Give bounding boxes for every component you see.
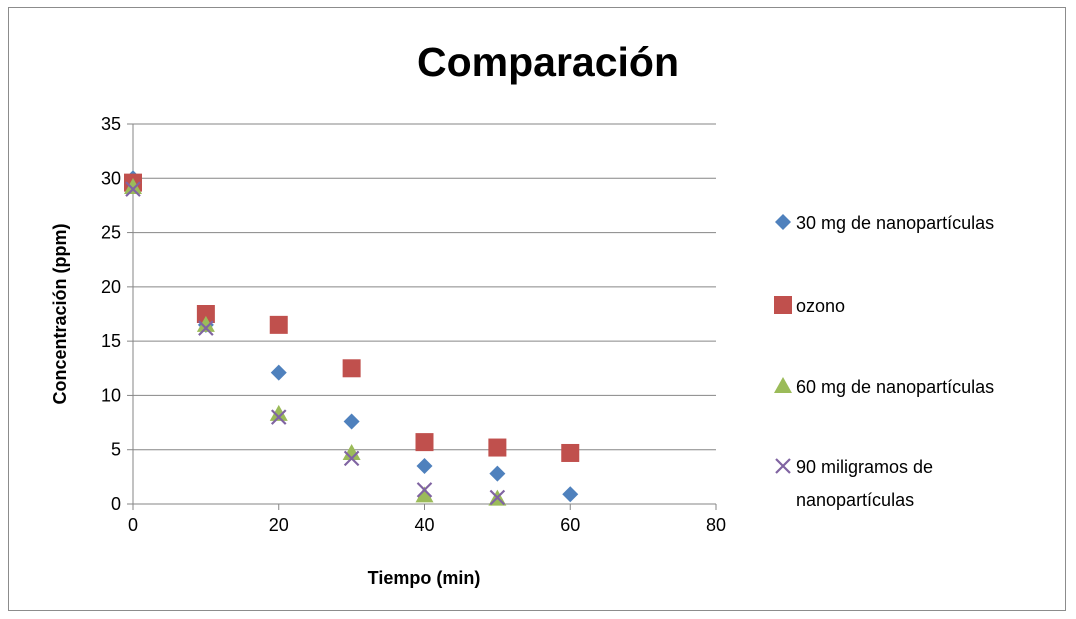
- data-point: [562, 486, 579, 503]
- data-point: [415, 486, 434, 503]
- data-point: [416, 458, 433, 474]
- data-point: [488, 438, 507, 457]
- gridlines: [133, 123, 716, 451]
- data-point: [561, 443, 580, 462]
- y-axis-label: Concentración (ppm): [50, 223, 70, 404]
- x-tick-labels: 0 20 40 60 80: [128, 515, 726, 535]
- y-tick-label: 10: [101, 385, 121, 405]
- data-point: [270, 409, 287, 425]
- data-point: [269, 315, 288, 334]
- data-point: [416, 482, 433, 498]
- legend-marker: [774, 377, 792, 393]
- chart-title: Comparación: [417, 39, 679, 85]
- legend-label: 60 mg de nanopartículas: [796, 377, 994, 397]
- data-point: [270, 364, 287, 381]
- data-point: [198, 320, 214, 336]
- x-tick-label: 0: [128, 515, 138, 535]
- legend-label: 30 mg de nanopartículas: [796, 213, 994, 233]
- axes: [127, 123, 717, 510]
- y-tick-labels: 0 5 10 15 20 25 30 35: [101, 114, 121, 514]
- x-tick-label: 60: [560, 515, 580, 535]
- data-point: [196, 315, 215, 332]
- data-point: [124, 177, 142, 194]
- data-point: [343, 450, 360, 467]
- data-point: [489, 489, 506, 506]
- legend-marker: [775, 458, 791, 474]
- y-tick-label: 35: [101, 114, 121, 134]
- legend-label: ozono: [796, 296, 845, 316]
- data-point: [196, 305, 215, 323]
- data-point: [342, 443, 361, 460]
- y-tick-label: 15: [101, 331, 121, 351]
- legend-marker: [774, 296, 792, 314]
- legend-label: 90 miligramos de: [796, 457, 933, 477]
- data-point: [125, 181, 141, 197]
- x-tick-label: 20: [269, 515, 289, 535]
- y-tick-label: 20: [101, 277, 121, 297]
- data-point: [489, 465, 506, 482]
- y-tick-label: 5: [111, 440, 121, 460]
- legend: 30 mg de nanopartículas ozono 60 mg de nan…: [774, 213, 994, 510]
- y-tick-label: 25: [101, 223, 121, 243]
- y-tick-label: 30: [101, 168, 121, 188]
- chart-frame: [8, 7, 1066, 611]
- legend-marker: [775, 214, 791, 230]
- data-point: [342, 359, 361, 378]
- x-axis-label: Tiempo (min): [368, 568, 481, 588]
- y-tick-label: 0: [111, 494, 121, 514]
- data-point: [415, 433, 434, 452]
- data-point: [343, 413, 360, 430]
- x-tick-label: 80: [706, 515, 726, 535]
- data-point: [269, 404, 288, 421]
- legend-label: nanopartículas: [796, 490, 914, 510]
- x-tick-label: 40: [414, 515, 434, 535]
- data-points: [124, 170, 580, 506]
